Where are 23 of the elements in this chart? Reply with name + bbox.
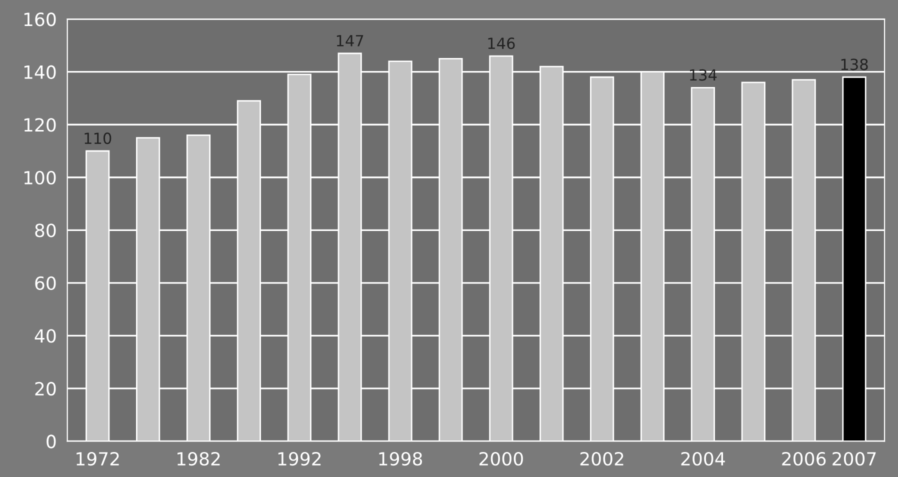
x-tick-label: 2007 bbox=[832, 452, 876, 466]
y-tick-label: 40 bbox=[34, 329, 56, 343]
y-tick-label: 120 bbox=[24, 118, 56, 132]
y-tick-label: 160 bbox=[24, 12, 56, 26]
y-tick-label: 80 bbox=[35, 224, 56, 238]
y-tick-label: 140 bbox=[24, 65, 56, 79]
data-label: 138 bbox=[841, 58, 868, 70]
y-tick-label: 60 bbox=[35, 276, 56, 290]
data-label: 146 bbox=[488, 38, 515, 50]
x-tick-label: 2004 bbox=[681, 452, 725, 466]
x-tick-label: 2002 bbox=[580, 452, 624, 466]
x-tick-label: 2000 bbox=[480, 452, 523, 466]
y-tick-label: 0 bbox=[46, 434, 56, 448]
x-tick-label: 1972 bbox=[76, 452, 119, 466]
data-label: 110 bbox=[84, 132, 112, 144]
x-tick-label: 1992 bbox=[278, 452, 321, 466]
x-tick-label: 1998 bbox=[379, 452, 422, 466]
y-tick-label: 100 bbox=[24, 170, 56, 184]
data-label: 134 bbox=[690, 69, 717, 81]
data-label: 147 bbox=[336, 35, 364, 46]
y-tick-label: 20 bbox=[35, 382, 56, 396]
x-tick-label: 2006 bbox=[782, 452, 826, 466]
x-tick-label: 1982 bbox=[178, 452, 220, 466]
